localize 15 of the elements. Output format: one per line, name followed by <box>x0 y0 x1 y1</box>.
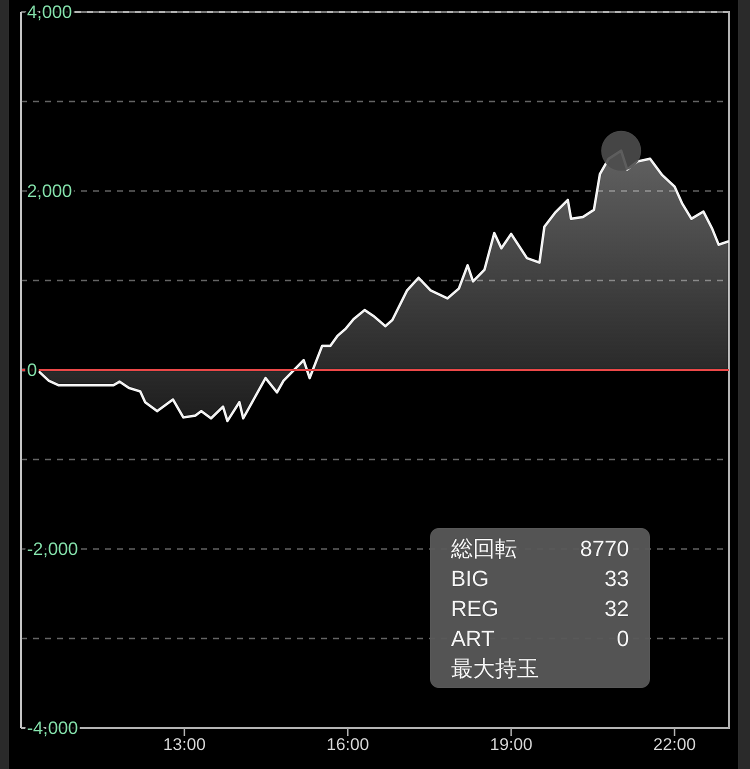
annotation: 33 <box>604 565 629 593</box>
x-tick-label: 22:00 <box>653 735 696 754</box>
annotation: BIG <box>451 565 490 593</box>
annotation: 最大持玉 <box>451 655 540 683</box>
y-tick-label: -2,000 <box>27 539 78 559</box>
annotation: 0 <box>616 625 629 653</box>
y-tick-label: 2,000 <box>27 181 72 201</box>
x-tick-label: 13:00 <box>163 735 206 754</box>
annotation: 32 <box>604 595 629 623</box>
annotation: ART <box>451 625 496 653</box>
annotation: REG <box>451 595 500 623</box>
annotation: 総回転 <box>451 535 518 563</box>
annotation: 8770 <box>580 535 629 563</box>
x-tick-label: 19:00 <box>490 735 532 754</box>
x-tick-label: 16:00 <box>326 735 370 754</box>
